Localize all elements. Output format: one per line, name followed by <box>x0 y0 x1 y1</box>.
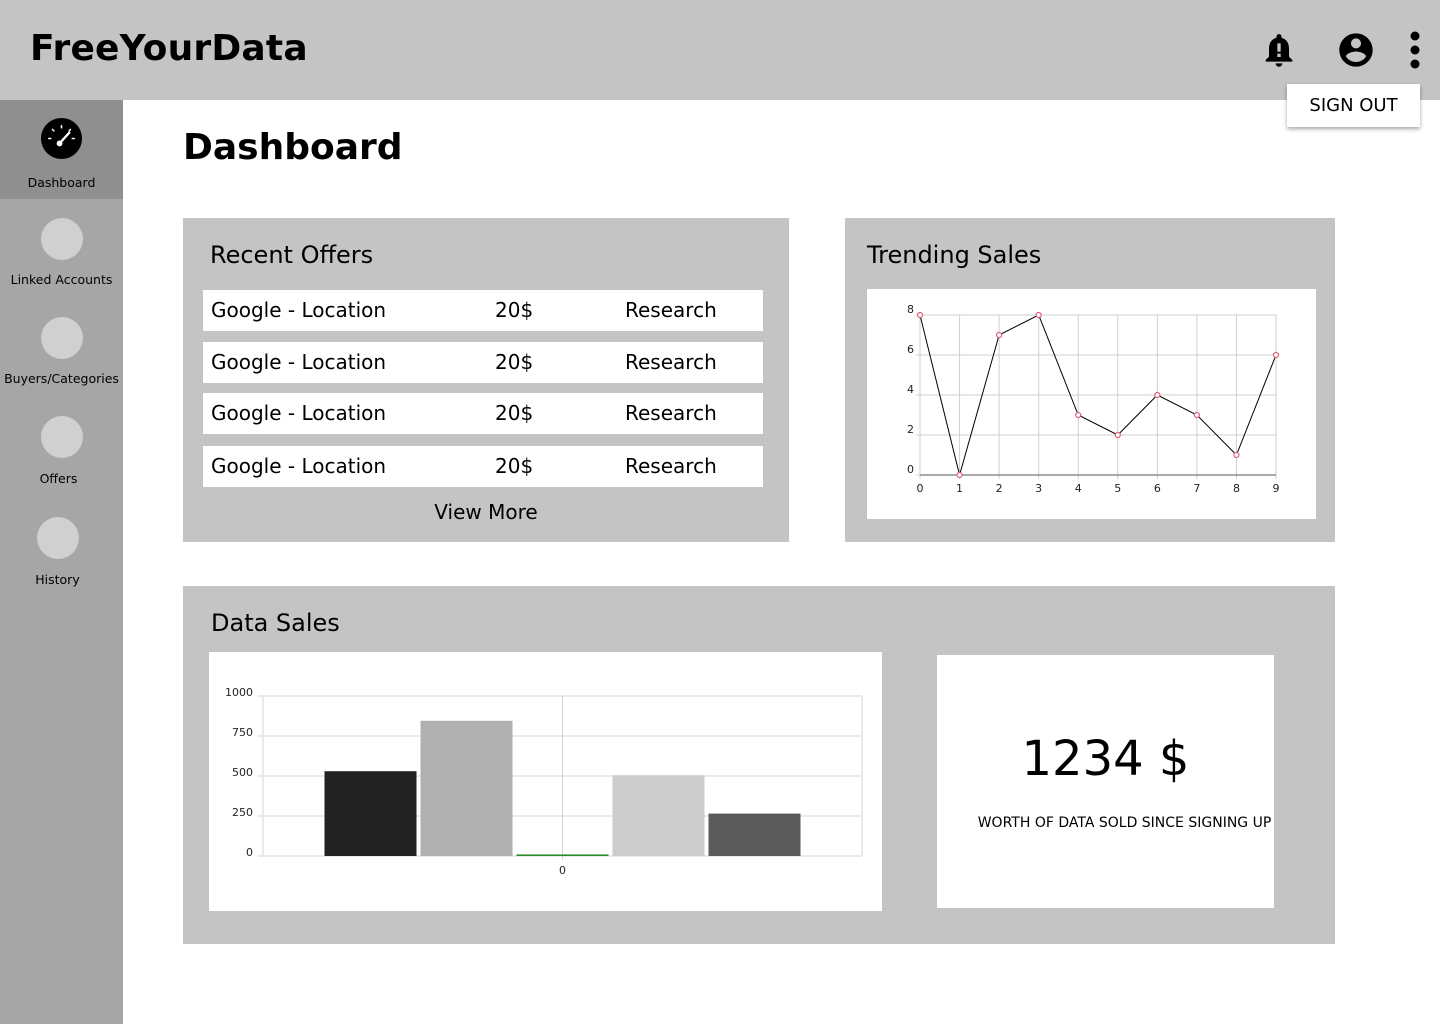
sidebar: Dashboard Linked Accounts Buyers/Categor… <box>0 100 123 1024</box>
data-point <box>1272 351 1280 359</box>
bar <box>708 813 801 856</box>
data-point <box>956 471 963 479</box>
account-circle-icon[interactable] <box>1336 30 1376 70</box>
offer-buyer: Research <box>625 401 717 425</box>
total-sold-value: 1234 $ <box>1021 731 1190 787</box>
recent-offers-title: Recent Offers <box>210 241 374 269</box>
total-sold-card: 1234 $ WORTH OF DATA SOLD SINCE SIGNING … <box>937 655 1274 908</box>
y-tick-label: 250 <box>232 806 253 819</box>
bar-chart: 0 250 500 750 1000 0 <box>225 686 863 877</box>
sidebar-item-linked-accounts[interactable]: Linked Accounts <box>0 218 123 298</box>
x-tick-label: 9 <box>1273 482 1280 495</box>
sidebar-item-buyers-categories[interactable]: Buyers/Categories <box>0 317 123 397</box>
speedometer-icon <box>40 117 83 160</box>
data-sales-panel: Data Sales 0 250 500 750 1000 0 1234 $ WORTH … <box>183 586 1335 944</box>
offer-source: Google - Location <box>211 350 387 374</box>
bell-alert-icon[interactable] <box>1259 30 1299 70</box>
offer-buyer: Research <box>625 454 717 478</box>
offer-row[interactable]: Google - Location 20$ Research <box>203 342 763 383</box>
x-tick-label: 3 <box>1035 482 1042 495</box>
app-title: FreeYourData <box>30 28 308 69</box>
linked-accounts-icon <box>41 218 83 260</box>
x-tick-label: 0 <box>917 482 924 495</box>
history-icon <box>37 517 79 559</box>
data-point <box>1035 311 1042 319</box>
data-point <box>1154 391 1161 399</box>
data-point <box>996 331 1003 339</box>
y-tick-label: 0 <box>907 463 914 476</box>
data-point <box>1114 431 1121 439</box>
x-tick-label: 2 <box>996 482 1003 495</box>
series-line <box>919 314 1277 477</box>
trending-sales-panel: Trending Sales 0 1 2 3 4 5 6 7 8 9 0 2 4 6 8 <box>845 218 1335 542</box>
view-more-link[interactable]: View More <box>434 500 538 524</box>
offers-icon <box>41 416 83 458</box>
y-tick-label: 2 <box>907 423 914 436</box>
x-tick-label: 7 <box>1193 482 1200 495</box>
data-sales-title: Data Sales <box>211 609 340 637</box>
page-title: Dashboard <box>183 127 403 168</box>
offer-source: Google - Location <box>211 298 387 322</box>
sidebar-item-offers[interactable]: Offers <box>0 416 123 496</box>
bar <box>516 854 609 856</box>
offer-row[interactable]: Google - Location 20$ Research <box>203 446 763 487</box>
total-sold-caption: WORTH OF DATA SOLD SINCE SIGNING UP <box>977 815 1272 831</box>
y-tick-label: 500 <box>232 766 253 779</box>
x-tick-label: 6 <box>1154 482 1161 495</box>
x-tick-label: 0 <box>559 864 566 877</box>
y-tick-label: 6 <box>907 343 914 356</box>
x-tick-label: 5 <box>1114 482 1121 495</box>
offer-source: Google - Location <box>211 401 387 425</box>
y-tick-label: 1000 <box>225 686 253 699</box>
y-tick-label: 8 <box>907 303 914 316</box>
offer-price: 20$ <box>495 298 534 322</box>
offer-buyer: Research <box>625 350 717 374</box>
offer-source: Google - Location <box>211 454 387 478</box>
x-tick-label: 4 <box>1075 482 1082 495</box>
data-sales-chart: 0 250 500 750 1000 0 <box>209 652 882 911</box>
y-tick-label: 0 <box>246 846 253 859</box>
data-point <box>1193 411 1200 419</box>
bar <box>420 720 513 856</box>
sidebar-item-label: Dashboard <box>27 175 96 190</box>
sign-out-menu-item[interactable]: SIGN OUT <box>1287 84 1420 127</box>
offer-row[interactable]: Google - Location 20$ Research <box>203 290 763 331</box>
top-app-bar: FreeYourData <box>0 0 1440 100</box>
offer-price: 20$ <box>495 350 534 374</box>
recent-offers-panel: Recent Offers Google - Location 20$ Rese… <box>183 218 789 542</box>
trending-sales-chart: 0 1 2 3 4 5 6 7 8 9 0 2 4 6 8 <box>867 289 1316 519</box>
sidebar-item-label: History <box>35 572 80 587</box>
y-tick-label: 4 <box>907 383 914 396</box>
y-tick-label: 750 <box>232 726 253 739</box>
sidebar-item-dashboard[interactable]: Dashboard <box>0 100 123 199</box>
trending-sales-title: Trending Sales <box>867 241 1042 269</box>
bar <box>324 771 417 856</box>
buyers-categories-icon <box>41 317 83 359</box>
sidebar-item-history[interactable]: History <box>0 517 123 597</box>
more-vert-icon[interactable] <box>1400 30 1430 70</box>
offer-buyer: Research <box>625 298 717 322</box>
offer-price: 20$ <box>495 454 534 478</box>
data-point <box>916 311 924 319</box>
x-tick-label: 1 <box>956 482 963 495</box>
sidebar-item-label: Linked Accounts <box>10 272 113 287</box>
data-point <box>1075 411 1082 419</box>
offer-row[interactable]: Google - Location 20$ Research <box>203 393 763 434</box>
bar <box>612 775 705 856</box>
data-point <box>1233 451 1240 459</box>
offer-price: 20$ <box>495 401 534 425</box>
line-chart: 0 1 2 3 4 5 6 7 8 9 0 2 4 6 8 <box>907 303 1280 495</box>
x-tick-label: 8 <box>1233 482 1240 495</box>
sidebar-item-label: Offers <box>39 471 78 486</box>
sidebar-item-label: Buyers/Categories <box>4 371 119 386</box>
